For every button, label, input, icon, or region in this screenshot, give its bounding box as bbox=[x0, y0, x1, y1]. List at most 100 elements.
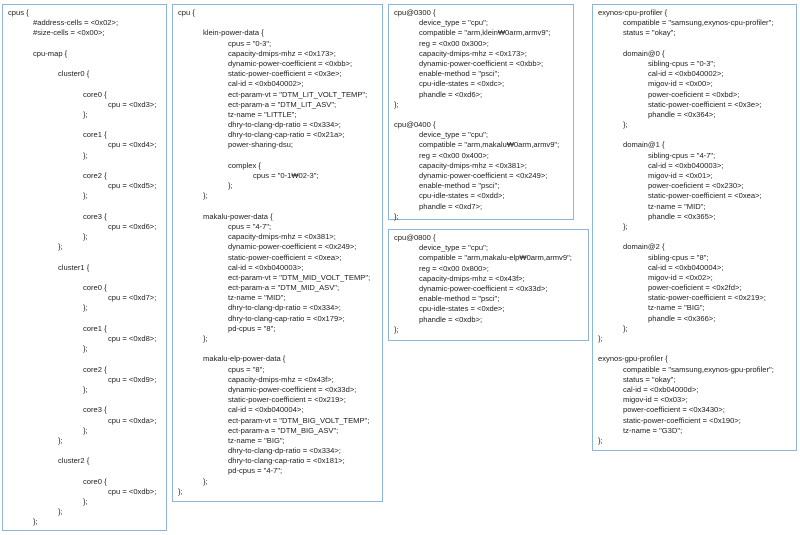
code-line: cal-id = <0xb040004>; bbox=[178, 405, 304, 415]
code-line: status = "okay"; bbox=[598, 28, 676, 38]
code-line: dhry-to-clang-dp-ratio = <0x334>; bbox=[178, 446, 341, 456]
code-line bbox=[8, 202, 166, 212]
code-line: }; bbox=[8, 303, 88, 313]
code-line bbox=[8, 273, 166, 283]
code-line: compatible = "arm,klein₩0arm,armv9"; bbox=[394, 28, 551, 38]
code-line: ect-param-vt = "DTM_LIT_VOLT_TEMP"; bbox=[178, 89, 368, 99]
code-line: core0 { bbox=[8, 476, 107, 486]
code-line: }; bbox=[598, 120, 628, 130]
code-line: tz-name = "BIG"; bbox=[598, 303, 705, 313]
code-line: cluster1 { bbox=[8, 262, 90, 272]
code-line: reg = <0x00 0x800>; bbox=[394, 263, 489, 273]
code-line: cpu-idle-states = <0xde>; bbox=[394, 304, 505, 314]
code-line: cpu-idle-states = <0xdc>; bbox=[394, 79, 505, 89]
code-line: compatible = "samsung,exynos-gpu-profile… bbox=[598, 364, 774, 374]
code-line: }; bbox=[8, 384, 88, 394]
code-line: cal-id = <0xb04000d>; bbox=[598, 384, 699, 394]
code-line: }; bbox=[178, 476, 208, 486]
code-line: device_type = "cpu"; bbox=[394, 18, 488, 28]
code-line: migov-id = <0x00>; bbox=[598, 79, 713, 89]
code-line: sibling-cpus = "0-3"; bbox=[598, 58, 716, 68]
code-line: ect-param-a = "DTM_BIG_ASV"; bbox=[178, 425, 339, 435]
code-line: sibling-cpus = "8"; bbox=[598, 252, 709, 262]
code-line: dynamic-power-coefficient = <0x249>; bbox=[178, 242, 357, 252]
code-line: migov-id = <0x03>; bbox=[598, 395, 688, 405]
code-line: cpu = <0xd7>; bbox=[8, 293, 157, 303]
code-line: enable-method = "psci"; bbox=[394, 294, 500, 304]
code-line: dhry-to-clang-dp-ratio = <0x334>; bbox=[178, 120, 341, 130]
code-line: reg = <0x00 0x400>; bbox=[394, 150, 489, 160]
code-line: }; bbox=[178, 181, 233, 191]
code-line: makalu-elp-power-data { bbox=[178, 354, 286, 364]
code-line bbox=[598, 344, 796, 354]
code-line bbox=[8, 59, 166, 69]
code-line: dynamic-power-coefficient = <0xbb>; bbox=[178, 58, 353, 68]
code-line: capacity-dmips-mhz = <0x173>; bbox=[394, 48, 527, 58]
code-line: dynamic-power-coefficient = <0xbb>; bbox=[394, 58, 544, 68]
code-line: cpu-map { bbox=[8, 48, 68, 58]
code-line: static-power-coefficient = <0x219>; bbox=[598, 293, 766, 303]
code-line: domain@0 { bbox=[598, 48, 665, 58]
code-line: cpu = <0xd3>; bbox=[8, 99, 157, 109]
code-line: makalu-power-data { bbox=[178, 211, 273, 221]
code-line: compatible = "arm,makalu-elp₩0arm,armv9"… bbox=[394, 253, 572, 263]
code-line: cal-id = <0xb040003>; bbox=[178, 262, 304, 272]
code-line: cpu@0800 { bbox=[394, 233, 436, 242]
code-line: power-coefficient = <0x3430>; bbox=[598, 405, 725, 415]
code-line: cpu@0300 { bbox=[394, 8, 436, 17]
code-line: static-power-coefficient = <0x190>; bbox=[598, 415, 741, 425]
code-line: }; bbox=[8, 242, 63, 252]
code-line: dynamic-power-coefficient = <0x33d>; bbox=[394, 283, 548, 293]
code-line bbox=[8, 314, 166, 324]
code-line: cpu = <0xda>; bbox=[8, 415, 157, 425]
code-line bbox=[8, 395, 166, 405]
code-line: cpu = <0xd5>; bbox=[8, 181, 157, 191]
code-line: static-power-coefficient = <0x3e>; bbox=[598, 99, 762, 109]
code-line: core0 { bbox=[8, 283, 107, 293]
code-line bbox=[8, 161, 166, 171]
code-line: dhry-to-clang-cap-ratio = <0x21a>; bbox=[178, 130, 345, 140]
code-line: }; bbox=[8, 150, 88, 160]
code-line: phandle = <0x364>; bbox=[598, 109, 716, 119]
cpu-0300-0400-box: cpu@0300 { device_type = "cpu"; compatib… bbox=[388, 4, 574, 221]
code-line: dhry-to-clang-cap-ratio = <0x181>; bbox=[178, 456, 345, 466]
code-line: cpus = "8"; bbox=[178, 364, 265, 374]
code-line: tz-name = "MID"; bbox=[178, 293, 286, 303]
code-line: }; bbox=[8, 425, 88, 435]
code-line bbox=[598, 130, 796, 140]
code-line: }; bbox=[394, 99, 399, 109]
code-line bbox=[598, 232, 796, 242]
code-line: enable-method = "psci"; bbox=[394, 181, 500, 191]
cpu-power-data-box: cpu { klein-power-data { cpus = "0-3"; c… bbox=[172, 4, 383, 502]
code-line: phandle = <0x365>; bbox=[598, 211, 716, 221]
code-line: static-power-coefficient = <0x3e>; bbox=[178, 69, 342, 79]
code-line bbox=[178, 202, 382, 212]
code-line: }; bbox=[8, 232, 88, 242]
code-line bbox=[8, 39, 166, 49]
code-line: static-power-coefficient = <0xea>; bbox=[178, 252, 342, 262]
code-line: phandle = <0xd7>; bbox=[394, 201, 483, 211]
code-line: status = "okay"; bbox=[598, 374, 676, 384]
code-line: capacity-dmips-mhz = <0x381>; bbox=[178, 232, 336, 242]
code-line: phandle = <0x366>; bbox=[598, 313, 716, 323]
code-line: pd-cpus = "8"; bbox=[178, 323, 276, 333]
code-line: ect-param-vt = "DTM_BIG_VOLT_TEMP"; bbox=[178, 415, 370, 425]
code-line bbox=[178, 18, 382, 28]
code-line bbox=[394, 110, 573, 120]
code-line: ect-param-a = "DTM_LIT_ASV"; bbox=[178, 99, 337, 109]
code-line: capacity-dmips-mhz = <0x43f>; bbox=[394, 273, 525, 283]
code-line: }; bbox=[598, 221, 628, 231]
exynos-profiler-box: exynos-cpu-profiler { compatible = "sams… bbox=[592, 4, 797, 451]
code-line: device_type = "cpu"; bbox=[394, 130, 488, 140]
code-line bbox=[178, 344, 382, 354]
code-line: dhry-to-clang-cap-ratio = <0x179>; bbox=[178, 313, 345, 323]
code-line: cpu = <0xdb>; bbox=[8, 486, 157, 496]
code-line: exynos-cpu-profiler { bbox=[598, 8, 668, 17]
code-line: core1 { bbox=[8, 323, 107, 333]
code-line: migov-id = <0x01>; bbox=[598, 171, 713, 180]
code-line: cpus = "0-1₩02-3"; bbox=[178, 171, 319, 180]
code-line: tz-name = "G3D"; bbox=[598, 425, 683, 435]
code-line: cal-id = <0xb040002>; bbox=[178, 79, 304, 89]
code-line: core1 { bbox=[8, 130, 107, 140]
code-line: klein-power-data { bbox=[178, 28, 264, 38]
